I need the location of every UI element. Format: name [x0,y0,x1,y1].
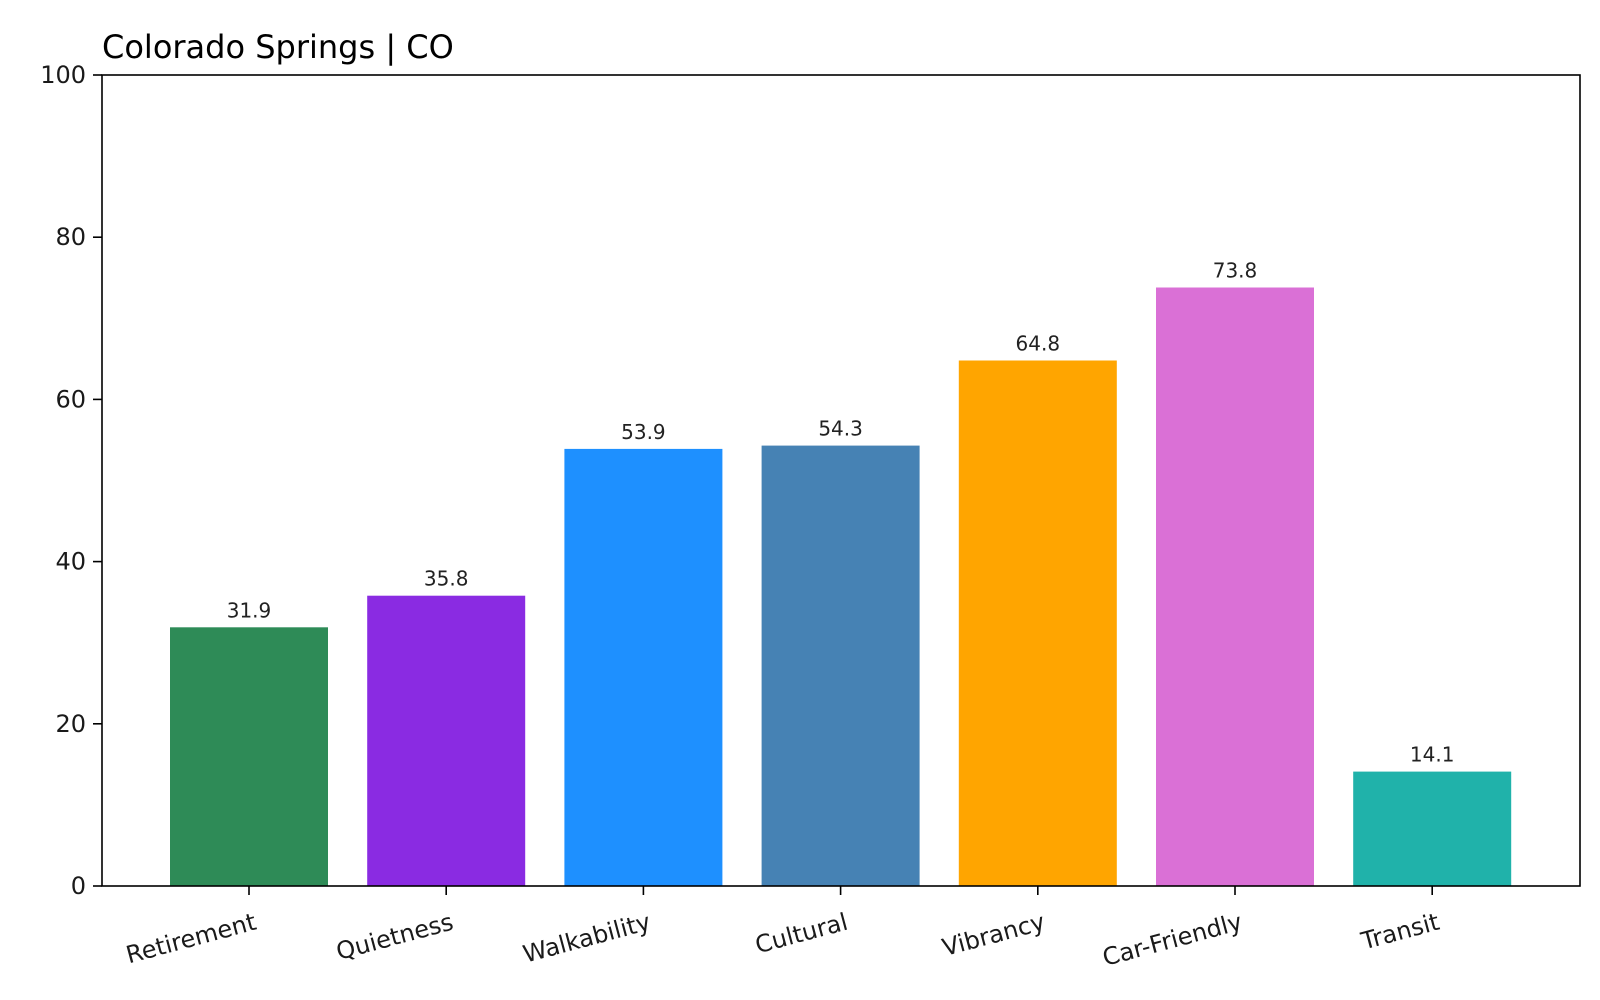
x-category-label: Quietness [333,908,456,966]
data-label: 64.8 [1016,332,1061,356]
x-category-label: Cultural [752,908,851,960]
data-label: 53.9 [621,420,666,444]
data-label: 35.8 [424,567,469,591]
x-axis: Retirement Quietness Walkability Cultural Vi… [123,886,1442,972]
y-tick-label: 0 [71,872,86,900]
y-tick-label: 20 [55,710,86,738]
bar-car-friendly [1156,287,1314,886]
bar-vibrancy [958,360,1117,886]
y-tick-label: 40 [55,548,86,576]
y-tick-label: 100 [40,61,86,89]
y-axis: 0 20 40 60 80 100 [40,61,102,900]
data-label: 14.1 [1410,743,1455,767]
chart-title: Colorado Springs | CO [102,28,454,66]
data-label: 54.3 [818,417,863,441]
x-category-label: Retirement [123,908,259,970]
x-category-label: Car-Friendly [1100,908,1246,972]
bar-cultural [761,445,920,886]
x-category-label: Transit [1357,908,1442,956]
bar-retirement [170,627,328,886]
bars-group [170,287,1512,886]
x-category-label: Walkability [520,908,653,969]
data-label: 73.8 [1213,259,1258,283]
y-tick-label: 80 [55,223,86,251]
bar-transit [1353,771,1512,886]
data-labels-group: 31.9 35.8 53.9 54.3 64.8 73.8 14.1 [227,259,1455,767]
x-category-label: Vibrancy [939,908,1048,962]
data-label: 31.9 [227,598,272,622]
y-tick-label: 60 [55,385,86,413]
bar-walkability [564,448,723,886]
bar-quietness [367,595,526,886]
